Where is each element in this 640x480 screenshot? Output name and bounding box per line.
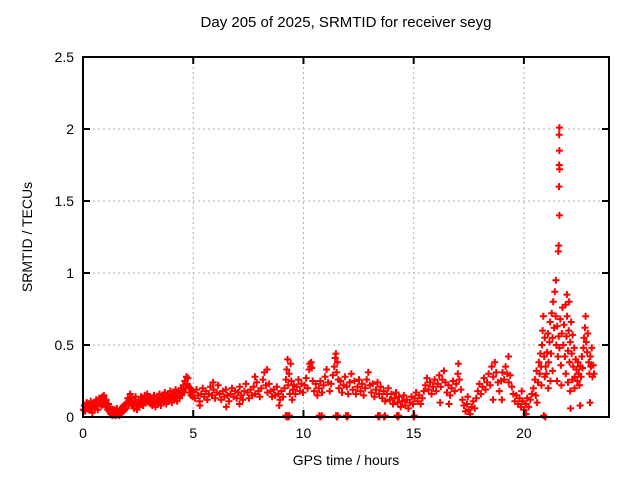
y-tick-label: 0 [66, 409, 74, 425]
y-tick-label: 0.5 [55, 337, 75, 353]
scatter-points [79, 124, 598, 421]
x-tick-label: 0 [79, 425, 87, 441]
y-tick-label: 2.5 [55, 49, 75, 65]
x-tick-label: 5 [189, 425, 197, 441]
x-tick-label: 10 [296, 425, 312, 441]
y-tick-label: 2 [66, 121, 74, 137]
x-axis-label: GPS time / hours [292, 452, 400, 468]
y-tick-label: 1 [66, 265, 74, 281]
y-tick-label: 1.5 [55, 193, 75, 209]
x-tick-label: 20 [516, 425, 532, 441]
x-tick-label: 15 [406, 425, 422, 441]
chart-title: Day 205 of 2025, SRMTID for receiver sey… [200, 14, 492, 31]
plot-border [82, 56, 610, 418]
